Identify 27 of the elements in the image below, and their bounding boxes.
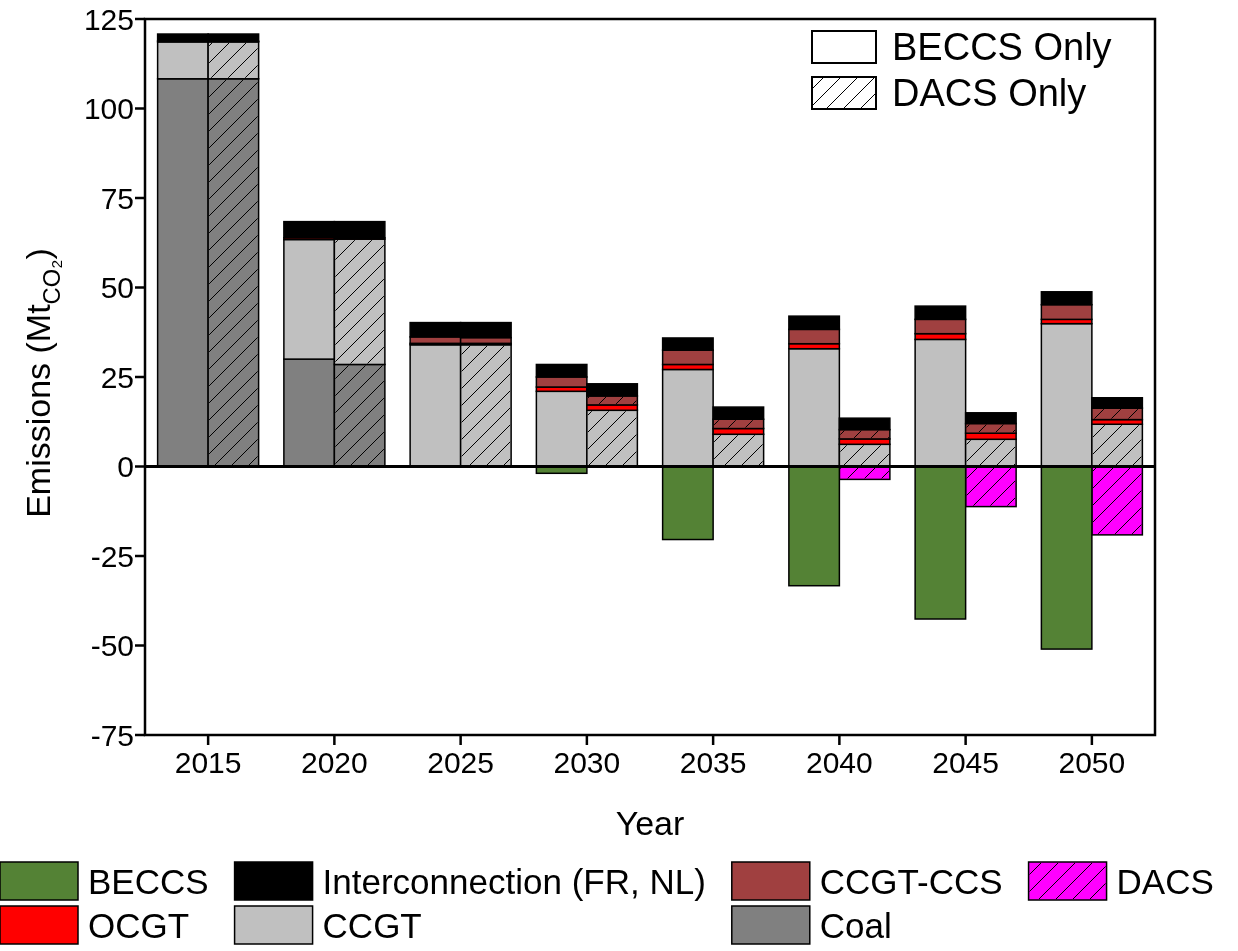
y-tick-label: 50 [100,271,134,304]
legend-label: DACS [1116,861,1214,901]
legend-label: OCGT [88,905,190,945]
x-tick-label: 2015 [174,745,242,779]
x-tick-label: 2035 [679,745,747,779]
x-tick-label: 2045 [932,745,999,779]
annotation: BECCS Only [892,26,1112,68]
y-tick-label: -25 [90,539,134,573]
x-tick-label: 2030 [553,745,621,779]
x-tick-label: 2040 [806,745,873,779]
x-tick-label: 2020 [301,745,368,779]
x-axis-title: Year [615,804,685,842]
x-tick-label: 2025 [427,745,494,779]
y-tick-label: 125 [83,2,134,36]
y-tick-label: -75 [90,718,134,752]
legend-label: Coal [819,905,892,945]
legend-label: CCGT [322,905,422,945]
y-tick-label: 75 [100,181,134,215]
y-tick-label: -50 [90,629,134,662]
legend-label: BECCS [88,861,209,901]
legend-label: Interconnection (FR, NL) [322,861,706,901]
y-tick-label: 100 [83,92,134,125]
legend-label: CCGT-CCS [819,861,1003,901]
annotation: DACS Only [892,72,1087,114]
x-tick-label: 2050 [1058,745,1126,779]
y-tick-label: 25 [100,360,134,394]
y-tick-label: 0 [117,450,134,483]
